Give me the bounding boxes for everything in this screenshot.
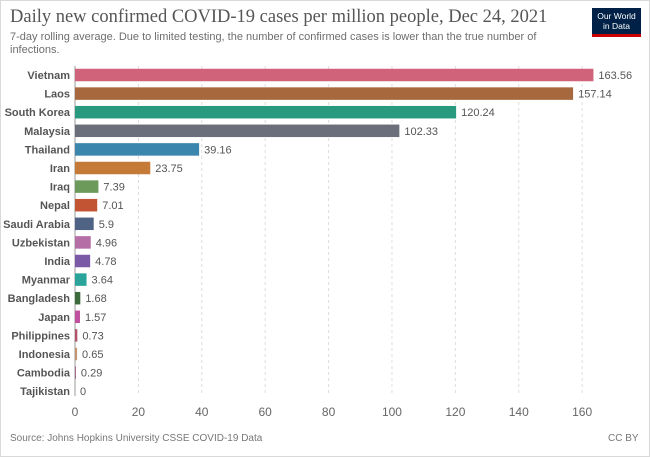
bar — [75, 105, 457, 119]
data-label: 157.14 — [578, 89, 612, 101]
bar — [75, 291, 81, 305]
x-tick-label: 20 — [132, 405, 146, 419]
bar — [75, 329, 78, 342]
category-label: Laos — [44, 89, 70, 101]
logo-line-2: in Data — [603, 21, 630, 31]
data-label: 120.24 — [461, 107, 495, 119]
category-label: Myanmar — [22, 275, 71, 287]
x-tick-label: 160 — [572, 405, 592, 419]
source-note[interactable]: Source: Johns Hopkins University CSSE CO… — [10, 433, 263, 444]
data-label: 1.68 — [85, 293, 106, 305]
bar — [75, 143, 200, 156]
data-label: 23.75 — [155, 163, 183, 175]
data-label: 163.56 — [598, 70, 632, 82]
data-label: 3.64 — [92, 275, 113, 287]
bar — [75, 254, 91, 268]
data-label: 0.65 — [82, 349, 103, 361]
x-tick-label: 120 — [445, 405, 465, 419]
data-label: 4.78 — [95, 256, 116, 268]
bar — [75, 366, 76, 379]
x-tick-label: 40 — [195, 405, 209, 419]
bar — [75, 180, 99, 193]
category-label: India — [44, 256, 71, 268]
category-label: Thailand — [25, 144, 70, 156]
category-label: Philippines — [11, 330, 70, 342]
chart-title: Daily new confirmed COVID-19 cases per m… — [10, 7, 548, 27]
category-label: Iran — [50, 163, 70, 175]
data-label: 0.73 — [82, 330, 103, 342]
data-label: 4.96 — [96, 237, 117, 249]
category-label: Tajikistan — [20, 386, 70, 398]
x-tick-label: 80 — [322, 405, 336, 419]
category-label: Japan — [38, 312, 70, 324]
data-label: 102.33 — [404, 126, 438, 138]
category-label: Vietnam — [27, 70, 70, 82]
x-tick-label: 100 — [382, 405, 402, 419]
category-label: South Korea — [5, 107, 71, 119]
category-label: Nepal — [40, 200, 70, 212]
category-label: Iraq — [50, 182, 70, 194]
bar — [75, 236, 91, 249]
bar — [75, 198, 98, 212]
x-tick-label: 140 — [509, 405, 529, 419]
owid-logo[interactable]: Our World in Data — [592, 8, 641, 37]
data-label: 0.29 — [81, 368, 102, 380]
data-label: 0 — [80, 386, 86, 398]
bar — [75, 310, 80, 324]
data-label: 7.39 — [103, 182, 124, 194]
chart-subtitle: 7-day rolling average. Due to limited te… — [10, 31, 537, 56]
category-label: Malaysia — [24, 126, 71, 138]
bar — [75, 87, 574, 100]
bar — [75, 217, 94, 231]
bar — [75, 161, 151, 175]
data-label: 1.57 — [85, 312, 106, 324]
bar — [75, 68, 594, 82]
logo-line-1: Our World — [597, 11, 636, 21]
category-label: Cambodia — [17, 368, 71, 380]
bar — [75, 347, 78, 361]
license-label[interactable]: CC BY — [608, 433, 639, 444]
category-label: Uzbekistan — [12, 237, 70, 249]
data-label: 39.16 — [204, 144, 232, 156]
bar — [75, 273, 87, 286]
category-label: Indonesia — [19, 349, 71, 361]
bar — [75, 124, 400, 138]
x-tick-label: 0 — [72, 405, 79, 419]
category-label: Saudi Arabia — [3, 219, 71, 231]
x-tick-label: 60 — [259, 405, 273, 419]
data-label: 7.01 — [102, 200, 123, 212]
category-label: Bangladesh — [8, 293, 71, 305]
data-label: 5.9 — [99, 219, 114, 231]
